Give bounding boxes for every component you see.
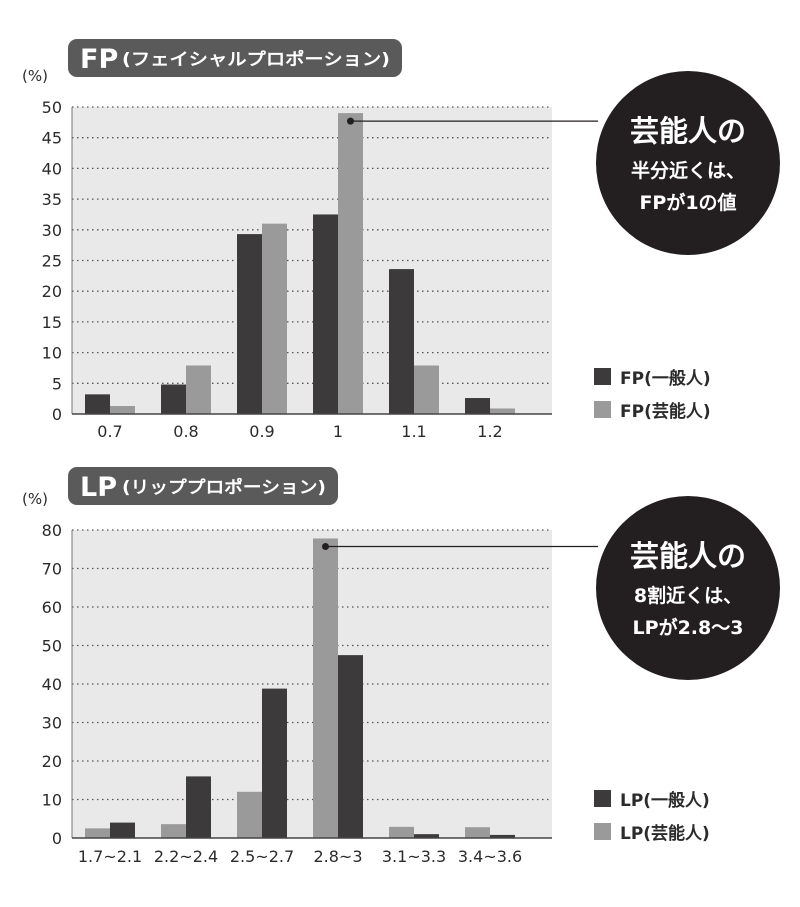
bar-fp-s0-c5: [465, 398, 490, 414]
x-tick-label: 2.2~2.4: [154, 847, 218, 866]
bar-fp-s0-c3: [313, 214, 338, 414]
bar-lp-s0-c5: [465, 827, 490, 838]
chart-title: LP: [80, 472, 117, 503]
callout-line1: 芸能人の: [630, 114, 746, 148]
callout-bubble: [596, 496, 780, 680]
chart-subtitle: (リッププロポーション): [122, 477, 326, 498]
legend-swatch: [594, 790, 611, 807]
y-tick-label: 30: [42, 714, 62, 733]
bar-fp-s0-c0: [85, 394, 110, 414]
y-tick-label: 25: [42, 252, 62, 271]
bar-lp-s1-c0: [110, 822, 135, 838]
x-tick-label: 3.1~3.3: [382, 847, 446, 866]
y-tick-label: 50: [42, 98, 62, 117]
callout-line2: 8割近くは、: [634, 584, 742, 607]
bar-lp-s0-c0: [85, 828, 110, 838]
y-tick-label: 5: [52, 374, 62, 393]
bar-fp-s1-c5: [490, 408, 515, 414]
y-tick-label: 10: [42, 791, 62, 810]
bar-fp-s1-c2: [262, 223, 287, 414]
bar-fp-s1-c1: [186, 365, 211, 414]
bar-fp-s0-c2: [237, 234, 262, 414]
legend-label: FP(一般人): [620, 368, 711, 389]
y-tick-label: 45: [42, 129, 62, 148]
bar-fp-s1-c4: [414, 365, 439, 414]
y-tick-label: 10: [42, 344, 62, 363]
y-axis-label: (%): [22, 490, 48, 508]
y-tick-label: 20: [42, 282, 62, 301]
bar-fp-s0-c4: [389, 269, 414, 414]
bar-lp-s1-c4: [414, 834, 439, 838]
legend-label: LP(一般人): [620, 790, 710, 811]
x-tick-label: 1.7~2.1: [78, 847, 142, 866]
y-tick-label: 40: [42, 159, 62, 178]
y-tick-label: 60: [42, 598, 62, 617]
bar-lp-s0-c4: [389, 826, 414, 838]
bar-lp-s1-c2: [262, 688, 287, 838]
callout-pointer-dot: [322, 542, 329, 550]
y-tick-label: 0: [52, 829, 62, 848]
legend-label: FP(芸能人): [620, 401, 711, 422]
x-tick-label: 0.7: [97, 422, 122, 441]
callout-line3: FPが1の値: [639, 191, 736, 214]
callout-bubble: [596, 71, 780, 255]
y-tick-label: 80: [42, 521, 62, 540]
x-tick-label: 1: [333, 422, 343, 441]
legend-swatch: [594, 401, 611, 418]
legend-swatch: [594, 368, 611, 385]
y-tick-label: 30: [42, 221, 62, 240]
callout-pointer-dot: [347, 117, 354, 125]
chart-title: FP: [80, 44, 118, 75]
bar-fp-s1-c3: [338, 113, 363, 414]
x-tick-label: 3.4~3.6: [458, 847, 522, 866]
y-tick-label: 50: [42, 637, 62, 656]
y-tick-label: 70: [42, 560, 62, 579]
y-tick-label: 35: [42, 190, 62, 209]
chart-subtitle: (フェイシャルプロポーション): [122, 49, 390, 70]
x-tick-label: 0.8: [173, 422, 198, 441]
y-tick-label: 15: [42, 313, 62, 332]
bar-lp-s0-c1: [161, 824, 186, 838]
chart-title-pill: [68, 467, 338, 505]
x-tick-label: 1.2: [477, 422, 502, 441]
legend-label: LP(芸能人): [620, 823, 710, 844]
x-tick-label: 1.1: [401, 422, 426, 441]
bar-fp-s1-c0: [110, 406, 135, 414]
bar-fp-s0-c1: [161, 384, 186, 414]
bar-lp-s0-c2: [237, 791, 262, 838]
x-tick-label: 2.5~2.7: [230, 847, 294, 866]
x-tick-label: 0.9: [249, 422, 274, 441]
callout-line2: 半分近くは、: [631, 159, 745, 182]
bar-lp-s1-c5: [490, 834, 515, 838]
bar-lp-s1-c1: [186, 776, 211, 838]
chart-title-pill: [68, 39, 402, 77]
x-tick-label: 2.8~3: [313, 847, 362, 866]
callout-line1: 芸能人の: [630, 539, 746, 573]
y-axis-label: (%): [22, 67, 48, 85]
y-tick-label: 20: [42, 752, 62, 771]
bar-lp-s0-c3: [313, 538, 338, 838]
legend-swatch: [594, 823, 611, 840]
bar-lp-s1-c3: [338, 655, 363, 838]
y-tick-label: 40: [42, 675, 62, 694]
callout-line3: LPが2.8〜3: [633, 616, 744, 639]
y-tick-label: 0: [52, 405, 62, 424]
